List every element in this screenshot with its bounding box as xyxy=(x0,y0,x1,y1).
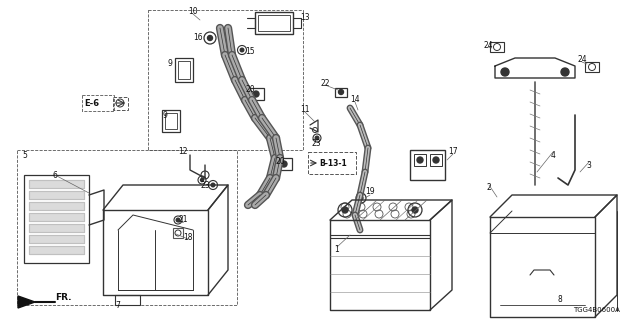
Text: TGG4B0600A: TGG4B0600A xyxy=(573,307,620,313)
Text: 1: 1 xyxy=(335,245,339,254)
Text: 14: 14 xyxy=(350,95,360,105)
Bar xyxy=(162,110,180,132)
Polygon shape xyxy=(29,224,84,232)
Bar xyxy=(430,154,442,166)
Text: 24: 24 xyxy=(483,41,493,50)
Bar xyxy=(276,158,292,170)
Text: 6: 6 xyxy=(52,171,58,180)
Circle shape xyxy=(433,157,439,163)
Circle shape xyxy=(359,196,363,200)
Bar xyxy=(175,58,193,82)
Text: E-6: E-6 xyxy=(84,99,100,108)
Circle shape xyxy=(176,218,180,222)
Circle shape xyxy=(207,36,212,41)
Bar xyxy=(248,88,264,100)
Text: 18: 18 xyxy=(183,233,193,242)
Text: 24: 24 xyxy=(577,55,587,65)
Bar xyxy=(335,88,347,97)
Bar xyxy=(29,235,84,243)
Circle shape xyxy=(315,136,319,140)
Bar xyxy=(173,228,183,238)
Text: 7: 7 xyxy=(116,300,120,309)
Text: 9: 9 xyxy=(168,59,172,68)
Bar xyxy=(414,154,426,166)
Text: 16: 16 xyxy=(193,34,203,43)
Polygon shape xyxy=(29,202,84,210)
Polygon shape xyxy=(29,235,84,243)
Polygon shape xyxy=(29,191,84,199)
Text: 5: 5 xyxy=(22,150,28,159)
Text: 23: 23 xyxy=(200,180,210,189)
Text: 23: 23 xyxy=(311,139,321,148)
Text: 2: 2 xyxy=(486,183,492,193)
Bar xyxy=(115,295,140,305)
Bar xyxy=(29,180,84,188)
Circle shape xyxy=(561,68,569,76)
Bar xyxy=(255,12,293,34)
Bar xyxy=(82,95,114,111)
Circle shape xyxy=(253,91,259,97)
Circle shape xyxy=(211,183,215,187)
Bar xyxy=(29,191,84,199)
Text: 8: 8 xyxy=(557,295,563,305)
Bar xyxy=(410,150,445,180)
Polygon shape xyxy=(29,246,84,254)
Bar xyxy=(24,175,89,263)
Text: 22: 22 xyxy=(320,78,330,87)
Polygon shape xyxy=(29,213,84,221)
Bar xyxy=(178,61,190,79)
Bar xyxy=(113,97,128,110)
Text: 15: 15 xyxy=(245,47,255,57)
Bar xyxy=(29,224,84,232)
Text: 3: 3 xyxy=(587,161,591,170)
Text: 9: 9 xyxy=(163,110,168,119)
Circle shape xyxy=(501,68,509,76)
Bar xyxy=(148,10,303,150)
Bar xyxy=(258,15,290,31)
Text: 13: 13 xyxy=(300,13,310,22)
Bar xyxy=(490,42,504,52)
Polygon shape xyxy=(18,296,35,308)
Circle shape xyxy=(417,157,423,163)
Text: 20: 20 xyxy=(245,85,255,94)
Circle shape xyxy=(412,207,418,213)
Text: B-13-1: B-13-1 xyxy=(319,158,347,167)
Bar xyxy=(165,113,177,129)
Text: 11: 11 xyxy=(300,106,310,115)
Text: 20: 20 xyxy=(275,157,285,166)
Text: 17: 17 xyxy=(448,148,458,156)
Circle shape xyxy=(339,90,344,94)
Text: 21: 21 xyxy=(179,215,188,225)
Bar xyxy=(29,213,84,221)
Bar xyxy=(308,152,356,174)
Text: FR.: FR. xyxy=(55,293,72,302)
Circle shape xyxy=(342,207,348,213)
Text: 4: 4 xyxy=(550,150,556,159)
Polygon shape xyxy=(29,180,84,188)
Circle shape xyxy=(200,179,204,181)
Text: 12: 12 xyxy=(179,148,188,156)
Bar xyxy=(585,62,599,72)
Text: 10: 10 xyxy=(188,7,198,17)
Bar xyxy=(29,246,84,254)
Text: 19: 19 xyxy=(365,188,375,196)
Circle shape xyxy=(281,161,287,167)
Bar xyxy=(29,202,84,210)
Bar xyxy=(17,150,237,305)
Circle shape xyxy=(240,48,244,52)
